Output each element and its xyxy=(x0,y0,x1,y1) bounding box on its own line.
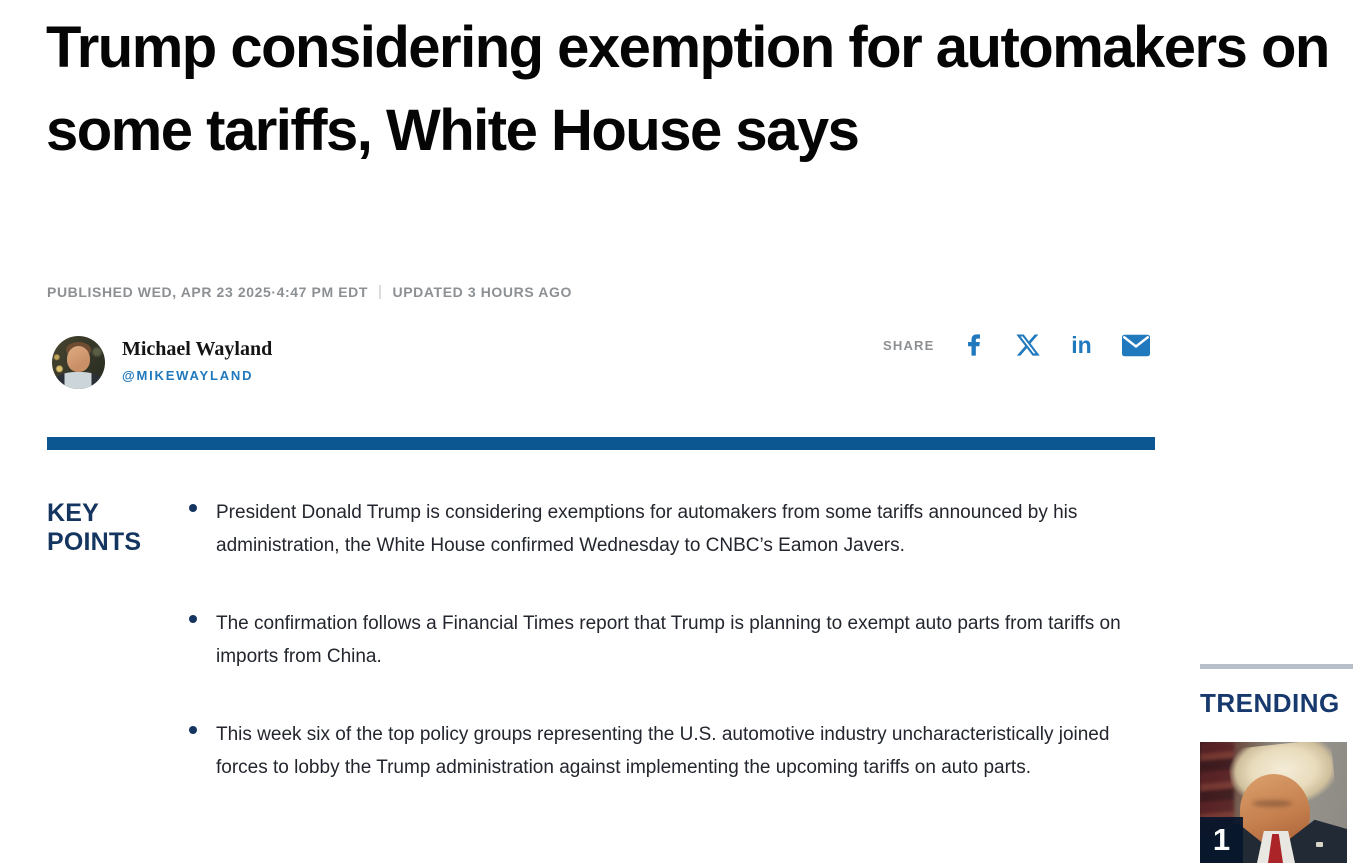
byline: Michael Wayland @MIKEWAYLAND xyxy=(52,336,272,389)
share-email-button[interactable] xyxy=(1121,331,1150,359)
share-facebook-button[interactable] xyxy=(960,331,988,359)
avatar-face xyxy=(67,346,90,372)
key-point-text: The confirmation follows a Financial Tim… xyxy=(216,613,1121,667)
avatar-torso xyxy=(55,372,102,389)
trending-sidebar: TRENDING 1 xyxy=(1200,664,1353,863)
article-headline: Trump considering exemption for automake… xyxy=(46,15,1330,163)
share-linkedin-button[interactable]: in xyxy=(1068,331,1096,359)
share-label: SHARE xyxy=(883,337,935,353)
bullet-dot-icon xyxy=(189,726,197,734)
share-x-button[interactable] xyxy=(1014,331,1042,359)
author-twitter-handle[interactable]: @MIKEWAYLAND xyxy=(122,368,254,383)
trending-heading: TRENDING xyxy=(1200,688,1340,718)
thumbnail-tie xyxy=(1268,834,1283,863)
trending-rank-badge: 1 xyxy=(1200,817,1243,863)
linkedin-icon: in xyxy=(1071,331,1092,358)
trending-item-1-thumbnail[interactable]: 1 xyxy=(1200,742,1347,863)
thumbnail-flag-pin xyxy=(1316,842,1323,847)
share-bar: SHARE in xyxy=(883,331,1176,359)
key-point-text: This week six of the top policy groups r… xyxy=(216,724,1110,778)
facebook-icon xyxy=(967,334,980,356)
bullet-dot-icon xyxy=(189,615,197,623)
key-point-item: This week six of the top policy groups r… xyxy=(189,718,1141,784)
trending-divider-bar xyxy=(1200,664,1353,669)
key-point-item: The confirmation follows a Financial Tim… xyxy=(189,607,1141,673)
key-points-list: President Donald Trump is considering ex… xyxy=(189,496,1141,829)
meta-separator: | xyxy=(378,283,383,300)
email-icon xyxy=(1121,334,1150,356)
section-divider-bar xyxy=(47,437,1155,450)
x-twitter-icon xyxy=(1015,334,1040,356)
key-point-item: President Donald Trump is considering ex… xyxy=(189,496,1141,562)
author-name-link[interactable]: Michael Wayland xyxy=(122,338,273,360)
publish-meta: PUBLISHED WED, APR 23 2025·4:47 PM EDT |… xyxy=(47,283,572,300)
updated-timestamp: UPDATED 3 HOURS AGO xyxy=(392,283,572,300)
bullet-dot-icon xyxy=(189,504,197,512)
byline-text: Michael Wayland @MIKEWAYLAND xyxy=(122,336,272,383)
author-avatar[interactable] xyxy=(52,336,105,389)
published-timestamp: PUBLISHED WED, APR 23 2025·4:47 PM EDT xyxy=(47,283,369,300)
key-point-text: President Donald Trump is considering ex… xyxy=(216,502,1078,556)
key-points-heading: KEY POINTS xyxy=(47,499,142,556)
